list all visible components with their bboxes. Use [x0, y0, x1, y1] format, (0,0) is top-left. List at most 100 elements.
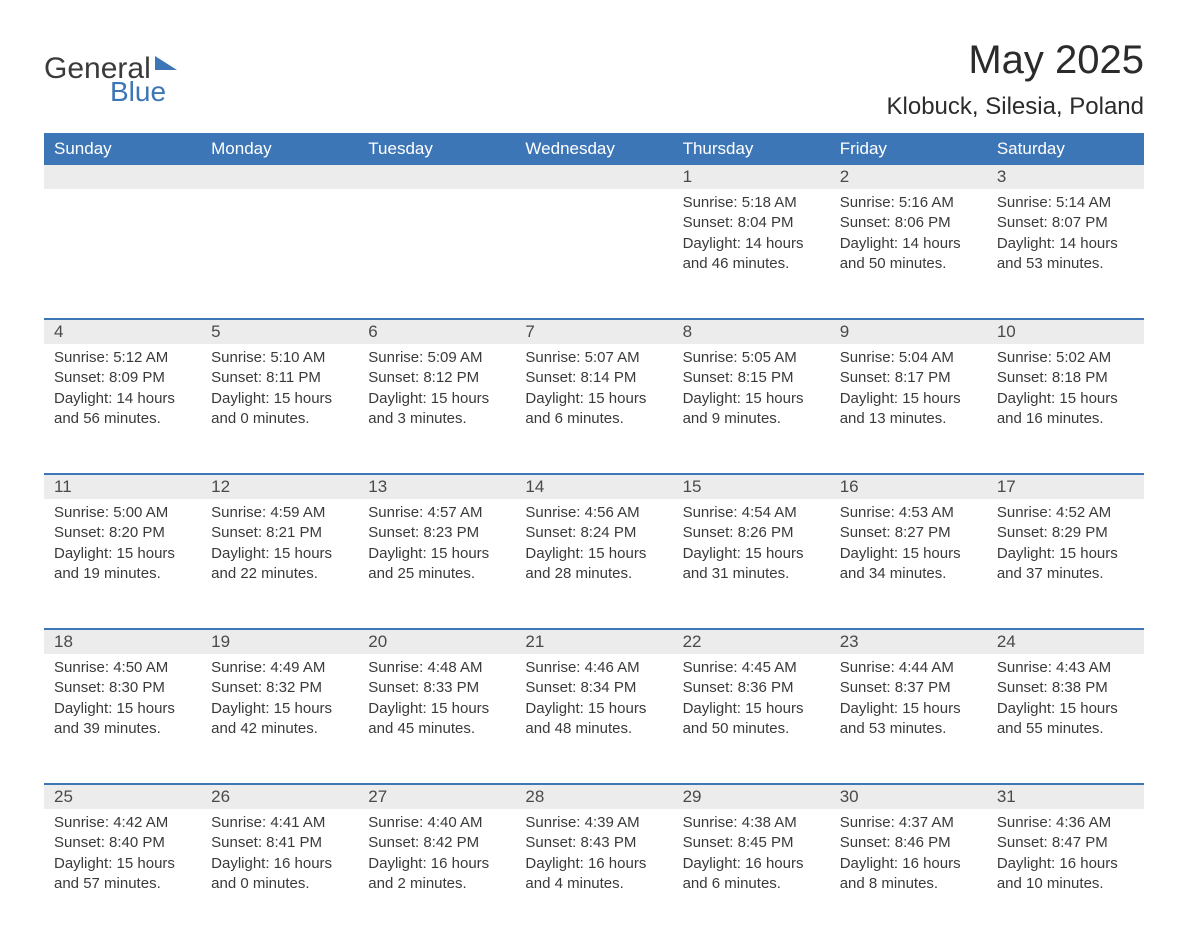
sunset-line: Sunset: 8:20 PM: [54, 523, 191, 543]
day-number-cell: 2: [830, 165, 987, 189]
day-number-cell: 30: [830, 784, 987, 809]
daylight-line: Daylight: 15 hours and 34 minutes.: [840, 544, 977, 585]
weekday-header: Saturday: [987, 133, 1144, 165]
sunrise-line: Sunrise: 5:05 AM: [683, 348, 820, 368]
day-details: Sunrise: 5:09 AMSunset: 8:12 PMDaylight:…: [368, 344, 505, 429]
day-cell: Sunrise: 4:54 AMSunset: 8:26 PMDaylight:…: [673, 499, 830, 629]
day-details: Sunrise: 4:38 AMSunset: 8:45 PMDaylight:…: [683, 809, 820, 894]
day-cell: Sunrise: 5:05 AMSunset: 8:15 PMDaylight:…: [673, 344, 830, 474]
day-cell: Sunrise: 5:16 AMSunset: 8:06 PMDaylight:…: [830, 189, 987, 319]
day-details: Sunrise: 5:12 AMSunset: 8:09 PMDaylight:…: [54, 344, 191, 429]
day-number-cell: 4: [44, 319, 201, 344]
sunrise-line: Sunrise: 4:43 AM: [997, 658, 1134, 678]
day-cell: Sunrise: 5:07 AMSunset: 8:14 PMDaylight:…: [515, 344, 672, 474]
day-cell: Sunrise: 4:41 AMSunset: 8:41 PMDaylight:…: [201, 809, 358, 939]
sunrise-line: Sunrise: 4:48 AM: [368, 658, 505, 678]
day-cell: [44, 189, 201, 319]
day-cell: Sunrise: 4:46 AMSunset: 8:34 PMDaylight:…: [515, 654, 672, 784]
sunset-line: Sunset: 8:43 PM: [525, 833, 662, 853]
sunrise-line: Sunrise: 5:02 AM: [997, 348, 1134, 368]
sunset-line: Sunset: 8:04 PM: [683, 213, 820, 233]
day-cell: Sunrise: 4:57 AMSunset: 8:23 PMDaylight:…: [358, 499, 515, 629]
daylight-line: Daylight: 15 hours and 39 minutes.: [54, 699, 191, 740]
title-block: May 2025 Klobuck, Silesia, Poland: [887, 38, 1144, 121]
month-title: May 2025: [887, 38, 1144, 83]
daylight-line: Daylight: 14 hours and 56 minutes.: [54, 389, 191, 430]
daylight-line: Daylight: 15 hours and 22 minutes.: [211, 544, 348, 585]
day-cell: Sunrise: 4:50 AMSunset: 8:30 PMDaylight:…: [44, 654, 201, 784]
sunset-line: Sunset: 8:38 PM: [997, 678, 1134, 698]
weekday-header: Wednesday: [515, 133, 672, 165]
weekday-header-row: SundayMondayTuesdayWednesdayThursdayFrid…: [44, 133, 1144, 165]
sunset-line: Sunset: 8:12 PM: [368, 368, 505, 388]
day-details: Sunrise: 4:46 AMSunset: 8:34 PMDaylight:…: [525, 654, 662, 739]
sunset-line: Sunset: 8:17 PM: [840, 368, 977, 388]
day-number-cell: 15: [673, 474, 830, 499]
day-cell: Sunrise: 5:09 AMSunset: 8:12 PMDaylight:…: [358, 344, 515, 474]
day-number-cell: 25: [44, 784, 201, 809]
day-details: Sunrise: 5:10 AMSunset: 8:11 PMDaylight:…: [211, 344, 348, 429]
day-cell: [515, 189, 672, 319]
sunset-line: Sunset: 8:15 PM: [683, 368, 820, 388]
daylight-line: Daylight: 15 hours and 50 minutes.: [683, 699, 820, 740]
day-number-cell: [515, 165, 672, 189]
day-cell: Sunrise: 5:14 AMSunset: 8:07 PMDaylight:…: [987, 189, 1144, 319]
day-content-row: Sunrise: 5:18 AMSunset: 8:04 PMDaylight:…: [44, 189, 1144, 319]
sunrise-line: Sunrise: 4:57 AM: [368, 503, 505, 523]
sunset-line: Sunset: 8:47 PM: [997, 833, 1134, 853]
day-cell: Sunrise: 4:39 AMSunset: 8:43 PMDaylight:…: [515, 809, 672, 939]
day-content-row: Sunrise: 5:00 AMSunset: 8:20 PMDaylight:…: [44, 499, 1144, 629]
day-content-row: Sunrise: 5:12 AMSunset: 8:09 PMDaylight:…: [44, 344, 1144, 474]
day-number-cell: 1: [673, 165, 830, 189]
day-cell: [358, 189, 515, 319]
day-cell: Sunrise: 4:42 AMSunset: 8:40 PMDaylight:…: [44, 809, 201, 939]
day-number-cell: 29: [673, 784, 830, 809]
daylight-line: Daylight: 15 hours and 53 minutes.: [840, 699, 977, 740]
day-number-cell: [358, 165, 515, 189]
day-details: Sunrise: 4:43 AMSunset: 8:38 PMDaylight:…: [997, 654, 1134, 739]
day-cell: Sunrise: 5:04 AMSunset: 8:17 PMDaylight:…: [830, 344, 987, 474]
sunset-line: Sunset: 8:07 PM: [997, 213, 1134, 233]
day-details: Sunrise: 4:36 AMSunset: 8:47 PMDaylight:…: [997, 809, 1134, 894]
day-number-cell: 23: [830, 629, 987, 654]
sunrise-line: Sunrise: 5:00 AM: [54, 503, 191, 523]
day-details: Sunrise: 4:49 AMSunset: 8:32 PMDaylight:…: [211, 654, 348, 739]
sunrise-line: Sunrise: 5:09 AM: [368, 348, 505, 368]
day-details: Sunrise: 4:37 AMSunset: 8:46 PMDaylight:…: [840, 809, 977, 894]
daylight-line: Daylight: 15 hours and 57 minutes.: [54, 854, 191, 895]
sunrise-line: Sunrise: 4:36 AM: [997, 813, 1134, 833]
sunrise-line: Sunrise: 4:41 AM: [211, 813, 348, 833]
weekday-header: Sunday: [44, 133, 201, 165]
day-details: Sunrise: 4:54 AMSunset: 8:26 PMDaylight:…: [683, 499, 820, 584]
day-details: Sunrise: 4:39 AMSunset: 8:43 PMDaylight:…: [525, 809, 662, 894]
day-number-cell: 19: [201, 629, 358, 654]
daylight-line: Daylight: 16 hours and 4 minutes.: [525, 854, 662, 895]
day-content-row: Sunrise: 4:50 AMSunset: 8:30 PMDaylight:…: [44, 654, 1144, 784]
sunset-line: Sunset: 8:40 PM: [54, 833, 191, 853]
sunrise-line: Sunrise: 5:12 AM: [54, 348, 191, 368]
sunset-line: Sunset: 8:34 PM: [525, 678, 662, 698]
sunset-line: Sunset: 8:29 PM: [997, 523, 1134, 543]
day-cell: Sunrise: 4:56 AMSunset: 8:24 PMDaylight:…: [515, 499, 672, 629]
sunrise-line: Sunrise: 4:53 AM: [840, 503, 977, 523]
daylight-line: Daylight: 14 hours and 50 minutes.: [840, 234, 977, 275]
sunset-line: Sunset: 8:26 PM: [683, 523, 820, 543]
daylight-line: Daylight: 15 hours and 48 minutes.: [525, 699, 662, 740]
day-details: Sunrise: 4:56 AMSunset: 8:24 PMDaylight:…: [525, 499, 662, 584]
day-cell: Sunrise: 4:49 AMSunset: 8:32 PMDaylight:…: [201, 654, 358, 784]
day-number-row: 45678910: [44, 319, 1144, 344]
day-details: Sunrise: 5:04 AMSunset: 8:17 PMDaylight:…: [840, 344, 977, 429]
day-cell: Sunrise: 5:18 AMSunset: 8:04 PMDaylight:…: [673, 189, 830, 319]
daylight-line: Daylight: 15 hours and 19 minutes.: [54, 544, 191, 585]
day-cell: Sunrise: 4:52 AMSunset: 8:29 PMDaylight:…: [987, 499, 1144, 629]
logo-blue-text: Blue: [110, 76, 177, 108]
weekday-header: Tuesday: [358, 133, 515, 165]
day-number-cell: 7: [515, 319, 672, 344]
daylight-line: Daylight: 16 hours and 0 minutes.: [211, 854, 348, 895]
day-cell: Sunrise: 4:36 AMSunset: 8:47 PMDaylight:…: [987, 809, 1144, 939]
day-cell: Sunrise: 5:12 AMSunset: 8:09 PMDaylight:…: [44, 344, 201, 474]
day-number-cell: 28: [515, 784, 672, 809]
day-number-cell: 3: [987, 165, 1144, 189]
sunrise-line: Sunrise: 4:46 AM: [525, 658, 662, 678]
day-number-cell: 18: [44, 629, 201, 654]
